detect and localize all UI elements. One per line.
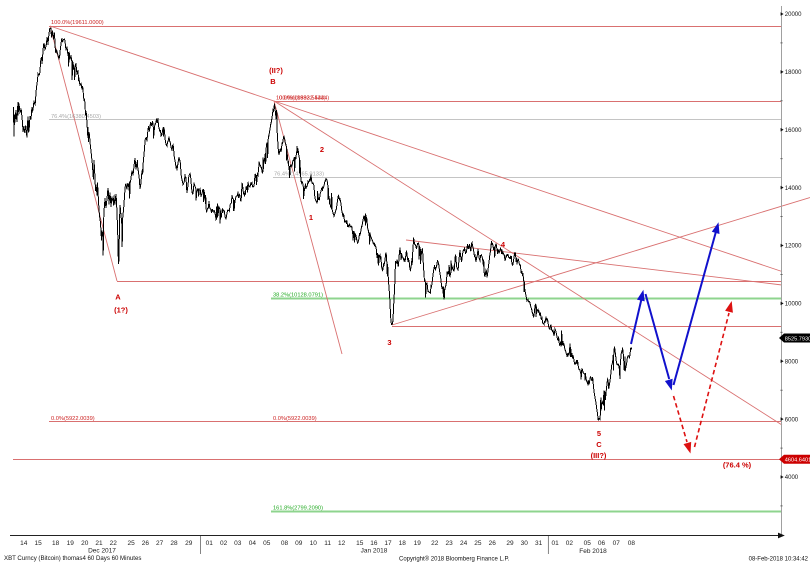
svg-text:1: 1	[309, 213, 313, 222]
svg-text:24: 24	[460, 540, 468, 547]
svg-text:08: 08	[281, 540, 289, 547]
svg-text:2: 2	[320, 145, 324, 154]
svg-text:76.4%(16380.4503): 76.4%(16380.4503)	[51, 114, 101, 120]
svg-text:8525.7930: 8525.7930	[785, 337, 810, 343]
svg-text:29: 29	[506, 540, 514, 547]
svg-text:(III?): (III?)	[591, 451, 607, 460]
svg-text:38.2%(10128.0791): 38.2%(10128.0791)	[273, 292, 323, 298]
svg-text:01: 01	[206, 540, 214, 547]
svg-text:25: 25	[127, 540, 135, 547]
svg-text:11: 11	[324, 540, 331, 547]
svg-text:12000: 12000	[785, 244, 802, 250]
svg-text:22: 22	[431, 540, 439, 547]
svg-text:15: 15	[356, 540, 364, 547]
svg-text:01: 01	[551, 540, 559, 547]
svg-text:B: B	[270, 77, 276, 86]
svg-text:4604.6401: 4604.6401	[785, 458, 810, 464]
svg-text:Copyright® 2018 Bloomberg Fina: Copyright® 2018 Bloomberg Finance L.P.	[399, 556, 510, 563]
svg-text:Feb 2018: Feb 2018	[579, 548, 607, 555]
svg-text:4: 4	[501, 240, 506, 249]
svg-text:14000: 14000	[785, 186, 802, 192]
svg-text:(II?): (II?)	[269, 66, 283, 75]
svg-text:Dec 2017: Dec 2017	[88, 548, 116, 555]
svg-text:20: 20	[81, 540, 89, 547]
svg-text:5: 5	[597, 429, 601, 438]
svg-text:08: 08	[628, 540, 636, 547]
svg-text:02: 02	[566, 540, 574, 547]
svg-text:18: 18	[399, 540, 407, 547]
svg-text:05: 05	[263, 540, 271, 547]
svg-text:27: 27	[156, 540, 164, 547]
svg-text:20000: 20000	[785, 12, 802, 18]
svg-text:06: 06	[598, 540, 606, 547]
svg-text:C: C	[596, 440, 602, 449]
svg-text:23: 23	[445, 540, 453, 547]
svg-text:30: 30	[521, 540, 529, 547]
svg-text:XBT Curncy (Bitcoin) thomas4 6: XBT Curncy (Bitcoin) thomas4 60 Days 60 …	[4, 555, 141, 562]
svg-text:0.0%(18932.5434): 0.0%(18932.5434)	[279, 96, 326, 102]
svg-text:25: 25	[474, 540, 482, 547]
svg-text:17: 17	[384, 540, 392, 547]
svg-text:10: 10	[310, 540, 318, 547]
svg-text:26: 26	[489, 540, 497, 547]
svg-text:04: 04	[249, 540, 257, 547]
svg-text:8000: 8000	[785, 359, 799, 365]
svg-text:76.4%(14365.9133): 76.4%(14365.9133)	[274, 172, 324, 178]
svg-text:100.0%(18932.5434): 100.0%(18932.5434)	[276, 96, 329, 102]
svg-text:16000: 16000	[785, 128, 802, 134]
svg-text:08-Feb-2018 10:34:42: 08-Feb-2018 10:34:42	[749, 557, 809, 563]
svg-text:16: 16	[370, 540, 378, 547]
svg-text:10000: 10000	[785, 302, 802, 308]
svg-text:03: 03	[234, 540, 242, 547]
svg-text:18000: 18000	[785, 70, 802, 76]
svg-text:28: 28	[170, 540, 178, 547]
svg-text:0.0%(5922.0039): 0.0%(5922.0039)	[51, 416, 95, 422]
svg-text:6000: 6000	[785, 417, 799, 423]
svg-text:12: 12	[338, 540, 346, 547]
svg-text:26: 26	[142, 540, 150, 547]
svg-text:31: 31	[535, 540, 543, 547]
svg-text:(1?): (1?)	[114, 305, 128, 314]
svg-text:15: 15	[34, 540, 42, 547]
svg-text:29: 29	[185, 540, 193, 547]
svg-text:4000: 4000	[785, 475, 799, 481]
svg-text:0.0%(5922.0039): 0.0%(5922.0039)	[273, 416, 317, 422]
svg-text:19: 19	[414, 540, 422, 547]
svg-text:22: 22	[110, 540, 118, 547]
svg-text:14: 14	[20, 540, 28, 547]
svg-text:100.0%(19611.0000): 100.0%(19611.0000)	[51, 20, 104, 26]
svg-text:18: 18	[52, 540, 60, 547]
svg-text:3: 3	[387, 338, 391, 347]
svg-text:19: 19	[67, 540, 75, 547]
svg-text:Jan 2018: Jan 2018	[361, 548, 388, 555]
svg-text:161.8%(2799.2090): 161.8%(2799.2090)	[273, 505, 323, 511]
svg-text:02: 02	[220, 540, 228, 547]
svg-text:A: A	[115, 293, 121, 302]
svg-text:(76.4 %): (76.4 %)	[723, 461, 752, 470]
svg-text:21: 21	[95, 540, 103, 547]
svg-text:07: 07	[613, 540, 621, 547]
svg-text:05: 05	[584, 540, 592, 547]
svg-text:09: 09	[295, 540, 303, 547]
